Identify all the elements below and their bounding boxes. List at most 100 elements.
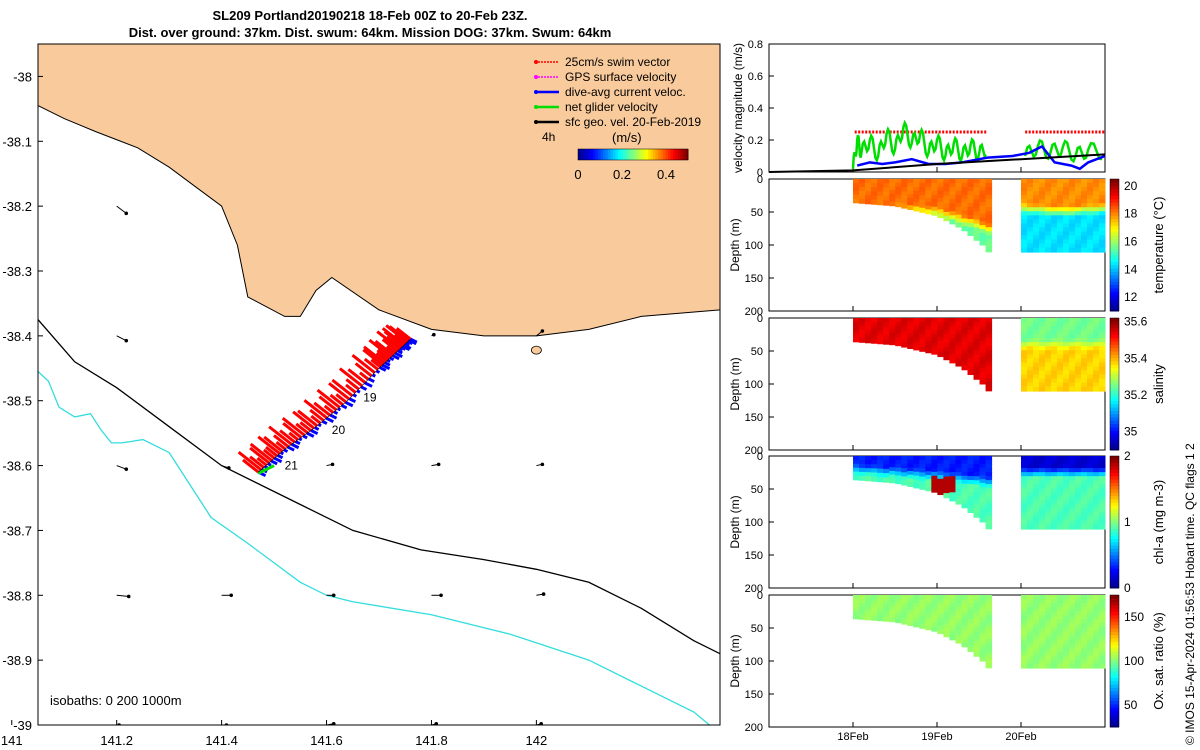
section-cell [1063,619,1070,625]
section-colorbar-cell [1110,508,1119,513]
section-cell [919,207,926,213]
section-cell [913,471,920,477]
section-colorbar-cell [1110,390,1119,395]
section-cell [1045,318,1052,324]
section-colorbar-cell [1110,261,1119,266]
section-cell [1045,631,1052,637]
section-cell [1027,492,1034,498]
section-cell [871,183,878,189]
velocity-y-axis-label: velocity magnitude (m/s) [731,43,745,173]
section-cell [1081,207,1088,213]
section-cell [1081,219,1088,225]
dive-avg-current-vector [302,434,308,440]
section-cell [949,211,956,217]
section-cell [901,468,908,474]
section-cell [1045,639,1052,645]
section-cell [967,500,975,506]
section-cell [1063,243,1070,249]
section-cell [1093,318,1100,324]
section-cell [1087,643,1094,649]
section-cell [1057,378,1064,384]
section-cell [913,610,920,616]
map-colorbar-cell [605,149,609,160]
section-cell [1045,322,1052,328]
section-cell [853,463,860,469]
section-cell [1063,492,1070,498]
section-cell [877,191,884,197]
swim-vector [279,429,296,444]
section-cell [1069,354,1076,360]
section-cell [1075,366,1082,372]
section-cell [1081,480,1088,486]
section-cell [961,182,968,188]
section-colorbar-cell [1110,264,1119,269]
section-cell [979,645,987,650]
map-colorbar-cell [580,149,584,160]
section-colorbar-cell [1110,628,1119,632]
section-cell [961,365,968,371]
section-cell [985,235,993,241]
map-y-tick-label: -38.9 [2,653,32,668]
section-cell [949,607,956,613]
section-cell [985,663,993,669]
section-cell [1045,520,1052,526]
section-cell [1039,607,1046,613]
section-cell [1099,504,1106,510]
section-cell [1063,362,1070,368]
section-cell [1033,199,1040,205]
section-cell [913,329,920,335]
section-colorbar-cell [1110,555,1119,559]
map-y-tick-label: -38.1 [2,134,32,149]
section-cell [901,338,908,344]
geo-arrow-head [436,462,441,467]
section-y-tick-label: 200 [745,722,763,734]
section-cell [1051,508,1058,514]
section-cell [961,495,968,501]
section-cell [985,366,993,372]
section-cell [1063,607,1070,613]
section-cell [1033,595,1040,601]
section-cell [877,179,884,185]
section-cell [1081,623,1088,629]
section-cell [1021,599,1028,605]
section-colorbar-cell [1110,433,1119,438]
section-cell [931,333,938,339]
dive-avg-current-vector [273,456,283,464]
section-cell [1039,207,1046,213]
section-cell [1087,468,1094,474]
section-cell [1033,346,1040,352]
section-cell [1051,223,1058,229]
section-cell [1087,211,1094,217]
time-axis-tick-label: 19Feb [921,731,952,743]
section-cell [937,321,944,327]
section-cell [1087,647,1094,653]
section-cell [973,215,981,221]
section-cell [1027,195,1034,201]
section-cell [967,342,975,348]
section-cell [1099,239,1106,245]
section-cell [1093,460,1100,466]
section-cell [1063,488,1070,494]
section-cell [1051,651,1058,657]
section-cell [871,595,878,601]
section-cell [973,643,981,649]
section-cell [1099,520,1106,526]
section-cell [973,211,981,217]
section-cell [1045,350,1052,356]
section-cell [1093,235,1100,241]
imos-credit: © IMOS 15-Apr-2024 01:56:53 Hobart time.… [1183,443,1197,745]
section-cell [955,202,962,208]
section-cell [895,606,902,612]
section-cell [961,206,968,212]
section-cell [1087,484,1094,490]
section-cell [859,606,866,612]
geo-arrow-head [330,462,335,467]
section-cell [955,341,962,347]
section-cell [1069,488,1076,494]
section-cell [943,456,950,462]
section-colorbar-cell [1110,707,1119,711]
section-cell [1099,342,1106,348]
section-cell [1045,508,1052,514]
section-cell [979,625,987,631]
section-cell [1033,378,1040,384]
